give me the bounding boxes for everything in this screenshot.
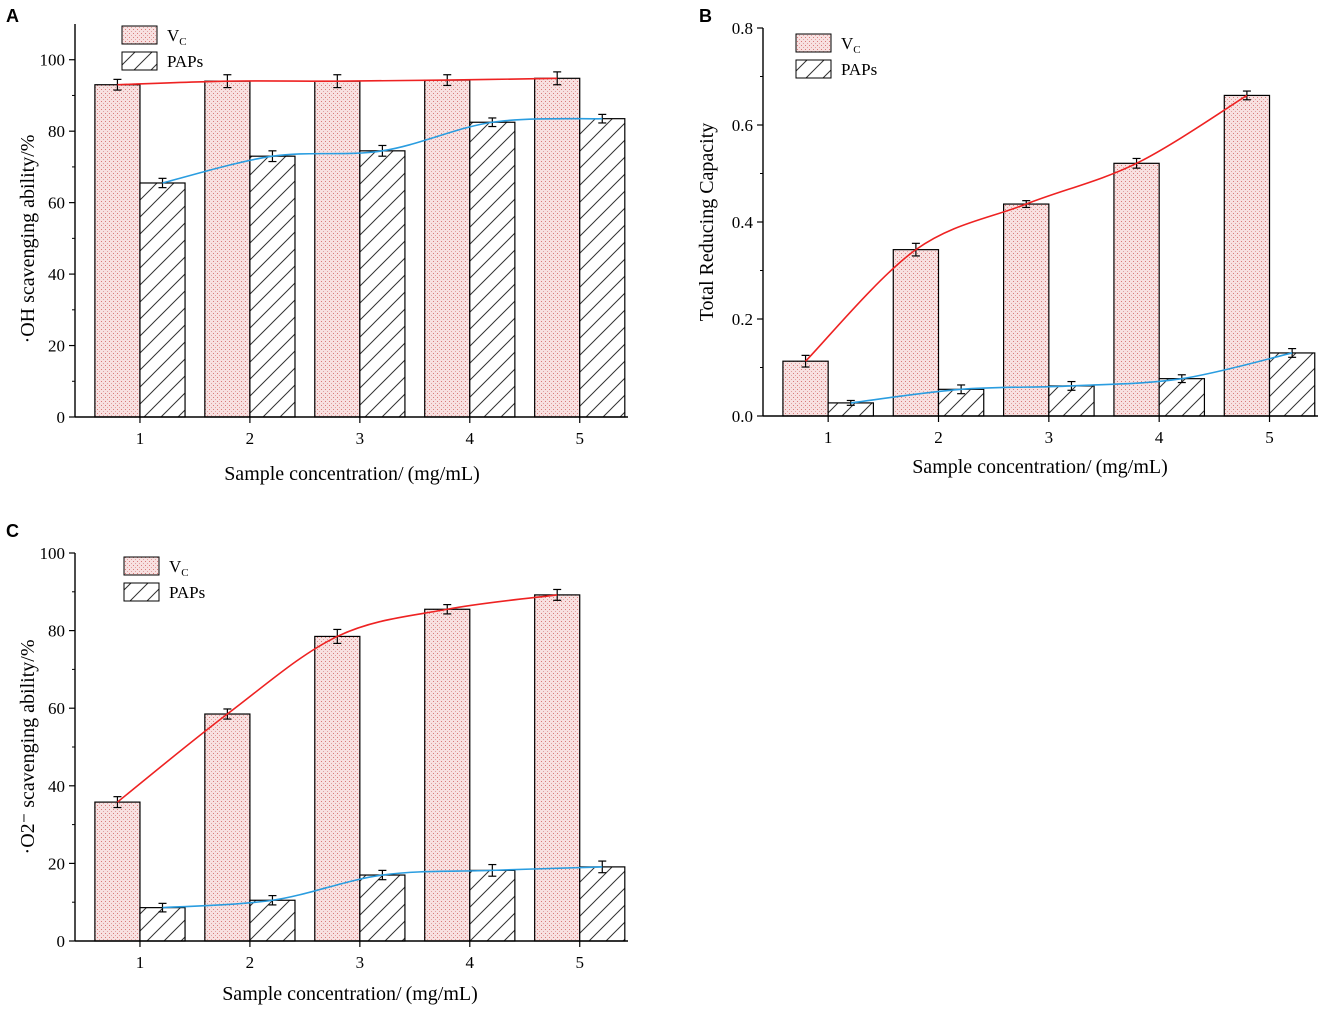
- bar-paps: [359, 150, 406, 418]
- y-tick-label: 0.0: [732, 407, 753, 426]
- bar-paps: [469, 121, 516, 418]
- trend-line-paps: [162, 866, 603, 909]
- x-axis-title: Sample concentration/ (mg/mL): [224, 463, 480, 485]
- y-tick-label: 0.2: [732, 310, 753, 329]
- chart-panel-c: C ·O2⁻ scavenging ability/% Sample conce…: [6, 521, 628, 1005]
- bar-vc: [204, 713, 251, 942]
- y-tick-label: 0.8: [732, 19, 753, 38]
- y-tick-label: 0: [57, 408, 66, 427]
- bar-vc: [204, 80, 251, 418]
- legend-swatch-paps: [121, 51, 158, 71]
- plot-area: 0 20 40 60 80 100 1 2 3 4 5 VC PAPs: [40, 544, 628, 972]
- x-tick-label: 2: [246, 953, 255, 972]
- bar-vc: [94, 84, 141, 418]
- legend-label-paps: PAPs: [167, 52, 203, 71]
- bar-vc: [1223, 94, 1271, 417]
- bar-vc: [314, 80, 361, 418]
- legend-swatch-vc: [795, 33, 832, 53]
- y-tick-label: 40: [48, 777, 65, 796]
- legend-label-vc: VC: [169, 557, 189, 579]
- bar-paps: [469, 869, 516, 942]
- legend-label-vc: VC: [167, 26, 187, 48]
- y-tick-label: 60: [48, 194, 65, 213]
- bar-vc: [782, 360, 829, 417]
- x-tick-label: 3: [1045, 428, 1054, 447]
- plot-area: 0 20 40 60 80 100 1 2 3 4 5 VC PAPs: [40, 24, 628, 448]
- bar-paps: [1158, 378, 1206, 417]
- x-axis-title: Sample concentration/ (mg/mL): [912, 456, 1168, 478]
- x-tick-label: 5: [575, 429, 584, 448]
- chart-panel-a: A ·OH scavenging ability/% Sample concen…: [6, 6, 628, 485]
- x-tick-label: 2: [246, 429, 255, 448]
- trend-line-vc: [116, 594, 558, 803]
- x-tick-label: 1: [136, 429, 145, 448]
- x-tick-label: 1: [824, 428, 833, 447]
- y-tick-label: 60: [48, 699, 65, 718]
- y-tick-label: 20: [48, 854, 65, 873]
- bar-vc: [424, 79, 471, 418]
- y-tick-label: 40: [48, 265, 65, 284]
- bar-vc: [534, 594, 581, 942]
- bar-vc: [534, 77, 581, 418]
- bar-paps: [579, 866, 626, 942]
- bar-vc: [1113, 162, 1160, 417]
- legend-label-vc: VC: [841, 34, 861, 56]
- x-axis-title: Sample concentration/ (mg/mL): [222, 983, 478, 1005]
- y-axis-title: ·O2⁻ scavenging ability/%: [17, 640, 39, 855]
- x-tick-label: 1: [136, 953, 145, 972]
- y-tick-label: 80: [48, 622, 65, 641]
- bar-vc: [424, 608, 471, 942]
- x-tick-label: 4: [466, 953, 475, 972]
- x-tick-label: 3: [356, 429, 365, 448]
- legend-swatch-paps: [123, 582, 160, 602]
- y-tick-label: 20: [48, 337, 65, 356]
- bar-vc: [314, 635, 361, 942]
- y-tick-label: 0: [57, 932, 66, 951]
- bar-vc: [1003, 203, 1050, 417]
- x-tick-label: 5: [1265, 428, 1274, 447]
- panel-letter-c: C: [6, 521, 19, 541]
- x-tick-label: 5: [575, 953, 584, 972]
- panel-letter-b: B: [699, 6, 712, 26]
- bar-paps: [1048, 385, 1095, 417]
- bar-vc: [94, 801, 141, 942]
- x-tick-label: 2: [934, 428, 943, 447]
- y-axis-title: ·OH scavenging ability/%: [17, 135, 39, 344]
- bar-paps: [249, 899, 296, 942]
- bar-vc: [892, 249, 940, 417]
- bar-paps: [249, 155, 296, 418]
- bar-paps: [359, 874, 406, 942]
- chart-panel-b: B Total Reducing Capacity Sample concent…: [696, 6, 1318, 478]
- trend-line-paps: [162, 117, 603, 184]
- trend-line-vc: [117, 77, 558, 86]
- y-tick-label: 80: [48, 122, 65, 141]
- x-tick-label: 4: [466, 429, 475, 448]
- y-tick-label: 100: [40, 544, 66, 563]
- bar-paps: [139, 907, 186, 942]
- legend-swatch-paps: [795, 59, 832, 79]
- x-tick-label: 4: [1155, 428, 1164, 447]
- trend-line-paps: [850, 352, 1293, 404]
- legend-swatch-vc: [123, 556, 160, 576]
- y-tick-label: 0.6: [732, 116, 753, 135]
- bar-paps: [139, 182, 186, 418]
- plot-area: 0.0 0.2 0.4 0.6 0.8 1 2 3 4 5 VC PAPs: [732, 19, 1318, 447]
- trend-line-vc: [804, 94, 1248, 362]
- x-tick-label: 3: [356, 953, 365, 972]
- legend-label-paps: PAPs: [169, 583, 205, 602]
- y-tick-label: 0.4: [732, 213, 754, 232]
- y-tick-label: 100: [40, 51, 66, 70]
- y-axis-title: Total Reducing Capacity: [696, 123, 718, 322]
- bar-paps: [579, 118, 626, 418]
- legend-swatch-vc: [121, 25, 158, 45]
- panel-letter-a: A: [6, 6, 19, 26]
- legend-label-paps: PAPs: [841, 60, 877, 79]
- bar-paps: [1268, 352, 1316, 417]
